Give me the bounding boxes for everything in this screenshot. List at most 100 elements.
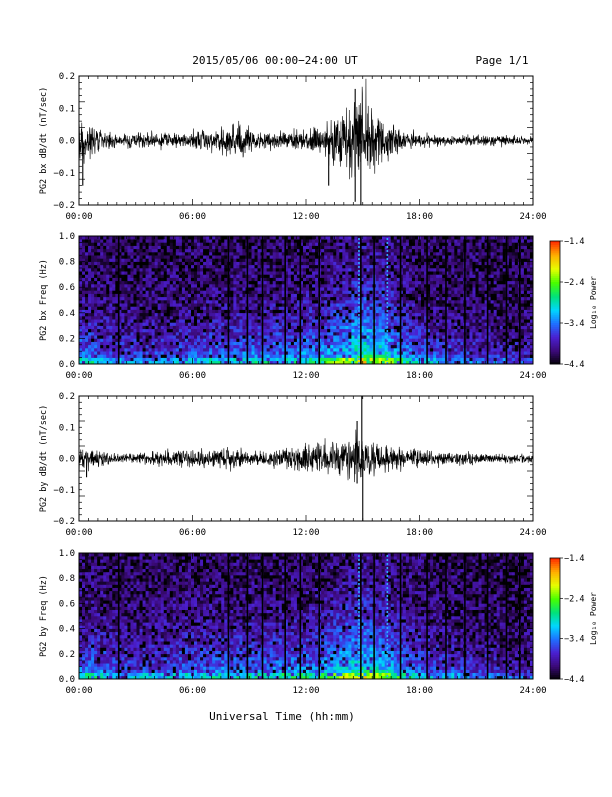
spectrogram-cell [140, 294, 143, 298]
spectrogram-cell [239, 281, 242, 285]
spectrogram-cell [391, 271, 394, 275]
spectrogram-cell [336, 274, 339, 278]
spectrogram-cell [143, 297, 146, 301]
spectrogram-cell [388, 236, 391, 240]
spectrogram-cell [124, 335, 127, 339]
spectrogram-cell [164, 332, 167, 336]
spectrogram-cell [342, 342, 345, 346]
spectrogram-cell [433, 303, 436, 307]
spectrogram-cell [194, 246, 197, 250]
spectrogram-cell [149, 326, 152, 330]
y-tick-label: −0.2 [53, 201, 75, 211]
spectrogram-cell [412, 319, 415, 323]
spectrogram-cell [218, 351, 221, 355]
spectrogram-cell [339, 348, 342, 352]
spectrogram-cell [397, 300, 400, 304]
spectrogram-cell [348, 265, 351, 269]
spectrogram-cell [239, 351, 242, 355]
spectrogram-cell [415, 252, 418, 256]
spectrogram-cell [239, 268, 242, 272]
spectrogram-cell [403, 252, 406, 256]
spectrogram-cell [158, 358, 161, 362]
spectrogram-cell [412, 274, 415, 278]
spectrogram-cell [100, 236, 103, 240]
spectrogram-cell [130, 332, 133, 336]
spectrogram-cell [418, 258, 421, 262]
spectrogram-cell [88, 252, 91, 256]
spectrogram-cell [248, 252, 251, 256]
spectrogram-cell [203, 342, 206, 346]
spectrogram-cell [109, 274, 112, 278]
spectrogram-cell [106, 322, 109, 326]
spectrogram-cell [252, 242, 255, 246]
spectrogram-cell [409, 297, 412, 301]
spectrogram-cell [109, 249, 112, 253]
spectrogram-cell [382, 242, 385, 246]
spectrogram-cell [133, 354, 136, 358]
spectrogram-cell [191, 310, 194, 314]
spectrogram-cell [188, 284, 191, 288]
spectrogram-cell [146, 335, 149, 339]
spectrogram-cell [273, 345, 276, 349]
spectrogram-cell [224, 249, 227, 253]
spectrogram-cell [179, 335, 182, 339]
spectrogram-cell [173, 249, 176, 253]
spectrogram-cell [88, 294, 91, 298]
spectrogram-cell [212, 322, 215, 326]
spectrogram-cell [394, 332, 397, 336]
spectrogram-cell [236, 345, 239, 349]
spectrogram-cell [146, 239, 149, 243]
spectrogram-cell [149, 249, 152, 253]
spectrogram-cell [370, 345, 373, 349]
spectrogram-cell [133, 358, 136, 362]
spectrogram-cell [321, 268, 324, 272]
spectrogram-cell [336, 319, 339, 323]
spectrogram-cell [291, 297, 294, 301]
spectrogram-cell [418, 335, 421, 339]
spectrogram-cell [130, 262, 133, 266]
spectrogram-cell [267, 281, 270, 285]
spectrogram-cell [140, 354, 143, 358]
spectrogram-cell [146, 316, 149, 320]
spectrogram-cell [442, 319, 445, 323]
spectrogram-cell [127, 310, 130, 314]
spectrogram-cell [264, 249, 267, 253]
spectrogram-cell [127, 348, 130, 352]
spectrogram-cell [273, 284, 276, 288]
spectrogram-cell [194, 252, 197, 256]
spectrogram-cell [82, 278, 85, 282]
spectrogram-cell [197, 236, 200, 240]
spectrogram-cell [121, 310, 124, 314]
spectrogram-cell [306, 255, 309, 259]
spectrogram-cell [330, 246, 333, 250]
spectrogram-cell [158, 290, 161, 294]
spectrogram-cell [376, 313, 379, 317]
spectrogram-cell [367, 345, 370, 349]
spectrogram-cell [121, 268, 124, 272]
spectrogram-cell [348, 351, 351, 355]
spectrogram-cell [442, 348, 445, 352]
spectrogram-cell [348, 255, 351, 259]
spectrogram-cell [442, 268, 445, 272]
spectrogram-cell [170, 255, 173, 259]
spectrogram-cell [233, 258, 236, 262]
spectrogram-cell [140, 313, 143, 317]
spectrogram-cell [276, 249, 279, 253]
spectrogram-cell [188, 258, 191, 262]
spectrogram-cell [133, 345, 136, 349]
spectrogram-cell [212, 329, 215, 333]
spectrogram-cell [94, 306, 97, 310]
spectrogram-cell [152, 246, 155, 250]
spectrogram-cell [194, 294, 197, 298]
spectrogram-cell [339, 268, 342, 272]
spectrogram-cell [264, 252, 267, 256]
spectrogram-cell [194, 242, 197, 246]
spectrogram-cell [200, 358, 203, 362]
spectrogram-cell [164, 335, 167, 339]
spectrogram-cell [121, 290, 124, 294]
spectrogram-cell [179, 326, 182, 330]
spectrogram-cell [82, 300, 85, 304]
spectrogram-cell [188, 306, 191, 310]
spectrogram-cell [158, 287, 161, 291]
spectrogram-cell [149, 258, 152, 262]
